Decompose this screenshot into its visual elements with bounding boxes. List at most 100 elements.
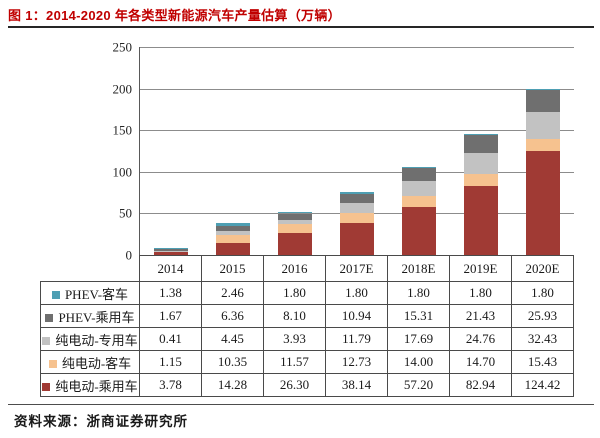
table-cell: 1.80: [511, 281, 574, 305]
table-cell: 10.35: [201, 350, 264, 374]
table-cell: 26.30: [263, 373, 326, 397]
bar-segment-2019E-PHEV-乘用车: [464, 135, 498, 154]
source-text: 资料来源：浙商证券研究所: [14, 414, 188, 429]
y-tick-label-150: 150: [112, 122, 133, 138]
table-cell: 8.10: [263, 304, 326, 328]
bar-segment-2014-纯电动-乘用车: [154, 251, 188, 255]
table-cell: 6.36: [201, 304, 264, 328]
x-axis-label-2018E: 2018E: [387, 255, 450, 282]
bar-segment-2018E-PHEV-客车: [402, 166, 436, 169]
bar-segment-2018E-纯电动-乘用车: [402, 207, 436, 255]
gridline-100: [140, 171, 574, 173]
table-cell: 15.43: [511, 350, 574, 374]
bar-segment-2016-纯电动-乘用车: [278, 233, 312, 255]
legend-swatch-icon: [45, 313, 54, 322]
bar-segment-2016-纯电动-专用车: [278, 220, 312, 224]
series-label-cell: 纯电动-专用车: [40, 327, 140, 351]
legend-swatch-icon: [48, 359, 57, 368]
plot-area: [139, 47, 574, 255]
bar-segment-2020E-纯电动-客车: [526, 138, 560, 152]
x-axis-label-2015: 2015: [201, 255, 264, 282]
bar-segment-2020E-纯电动-专用车: [526, 111, 560, 139]
gridline-250: [140, 47, 574, 48]
series-label: 纯电动-乘用车: [55, 378, 138, 394]
bar-segment-2015-PHEV-乘用车: [216, 225, 250, 231]
table-corner-cell: [41, 256, 140, 282]
table-cell: 17.69: [387, 327, 450, 351]
table-cell: 1.80: [387, 281, 450, 305]
y-tick-label-100: 100: [112, 164, 133, 180]
table-row: 纯电动-乘用车 3.78 14.28 26.30 38.14 57.20 82.94 124.…: [40, 373, 574, 397]
figure-title: 图 1：2014-2020 年各类型新能源汽车产量估算（万辆）: [8, 8, 341, 23]
table-cell: 15.31: [387, 304, 450, 328]
bar-segment-2018E-纯电动-客车: [402, 195, 436, 208]
legend-swatch-icon: [51, 290, 60, 299]
table-cell: 11.57: [263, 350, 326, 374]
x-axis-label-2017E: 2017E: [325, 255, 388, 282]
bar-segment-2017E-PHEV-客车: [340, 192, 374, 194]
bar-segment-2017E-纯电动-专用车: [340, 202, 374, 213]
bar-segment-2016-纯电动-客车: [278, 223, 312, 234]
bar-segment-2015-纯电动-乘用车: [216, 243, 250, 255]
series-label-cell: PHEV-乘用车: [40, 304, 140, 328]
y-axis-labels: 0 50 100 150 200 250: [0, 41, 133, 262]
bar-segment-2015-纯电动-客车: [216, 234, 250, 244]
bar-segment-2014-PHEV-乘用车: [154, 249, 188, 251]
bar-segment-2017E-纯电动-乘用车: [340, 223, 374, 255]
table-cell: 11.79: [325, 327, 388, 351]
table-cell: 4.45: [201, 327, 264, 351]
bar-segment-2016-PHEV-乘用车: [278, 213, 312, 221]
bottom-rule: [8, 404, 594, 405]
table-cell: 14.00: [387, 350, 450, 374]
bar-segment-2018E-纯电动-专用车: [402, 181, 436, 196]
table-cell: 25.93: [511, 304, 574, 328]
series-label-cell: PHEV-客车: [40, 281, 140, 305]
x-axis-label-2016: 2016: [263, 255, 326, 282]
bar-segment-2019E-纯电动-客车: [464, 173, 498, 186]
table-cell: 82.94: [449, 373, 512, 397]
table-cell: 1.15: [139, 350, 202, 374]
table-row: 纯电动-客车 1.15 10.35 11.57 12.73 14.00 14.70 15.43: [40, 350, 574, 374]
series-label: 纯电动-客车: [61, 355, 132, 371]
y-tick-label-0: 0: [125, 247, 133, 263]
y-tick-label-50: 50: [119, 205, 132, 221]
table-cell: 57.20: [387, 373, 450, 397]
x-axis-label-2014: 2014: [139, 255, 202, 282]
bar-segment-2020E-PHEV-乘用车: [526, 90, 560, 112]
x-axis-label-2019E: 2019E: [449, 255, 512, 282]
series-label: PHEV-客车: [64, 286, 129, 302]
series-label: PHEV-乘用车: [58, 309, 135, 325]
bar-segment-2017E-PHEV-乘用车: [340, 193, 374, 203]
bar-segment-2019E-纯电动-乘用车: [464, 186, 498, 255]
table-cell: 21.43: [449, 304, 512, 328]
series-label: 纯电动-专用车: [55, 332, 138, 348]
bar-segment-2019E-PHEV-客车: [464, 133, 498, 136]
bar-segment-2016-PHEV-客车: [278, 212, 312, 214]
table-cell: 32.43: [511, 327, 574, 351]
table-cell: 10.94: [325, 304, 388, 328]
table-cell: 1.80: [325, 281, 388, 305]
legend-swatch-icon: [42, 382, 51, 391]
x-axis-label-2020E: 2020E: [511, 255, 574, 282]
gridline-200: [140, 88, 574, 90]
table-cell: 38.14: [325, 373, 388, 397]
bar-segment-2015-PHEV-客车: [216, 223, 250, 226]
bar-segment-2015-纯电动-专用车: [216, 230, 250, 235]
gridline-150: [140, 130, 574, 132]
table-cell: 0.41: [139, 327, 202, 351]
bar-segment-2020E-纯电动-乘用车: [526, 151, 560, 255]
table-cell: 1.67: [139, 304, 202, 328]
table-cell: 1.80: [263, 281, 326, 305]
bar-segment-2014-纯电动-客车: [154, 250, 188, 252]
table-cell: 3.78: [139, 373, 202, 397]
bar-segment-2017E-纯电动-客车: [340, 212, 374, 224]
legend-swatch-icon: [42, 336, 51, 345]
table-cell: 14.28: [201, 373, 264, 397]
table-body: PHEV-客车 1.38 2.46 1.80 1.80 1.80 1.80 1.80 PHEV-…: [40, 281, 574, 397]
x-axis-year-row: 2014 2015 2016 2017E 2018E 2019E 2020E: [41, 255, 574, 282]
bar-segment-2019E-纯电动-专用车: [464, 153, 498, 174]
bar-segment-2018E-PHEV-乘用车: [402, 168, 436, 182]
bar-segment-2020E-PHEV-客车: [526, 88, 560, 91]
table-cell: 24.76: [449, 327, 512, 351]
